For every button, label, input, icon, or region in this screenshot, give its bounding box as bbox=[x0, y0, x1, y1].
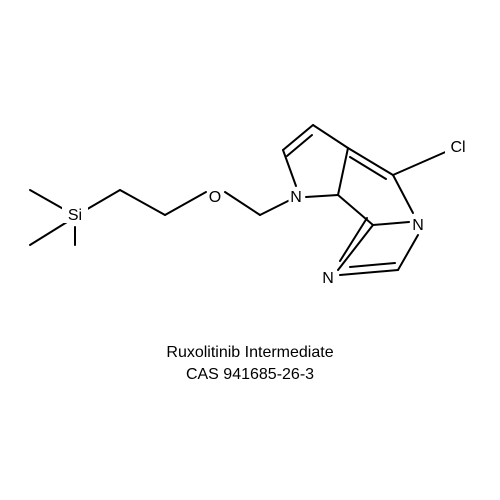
molecule-card: Si O N N N Cl Ruxolitinib Intermediate CAS 94… bbox=[0, 0, 500, 500]
svg-text:Si: Si bbox=[68, 207, 82, 224]
svg-text:Cl: Cl bbox=[450, 139, 465, 156]
cas-number: CAS 941685-26-3 bbox=[0, 366, 500, 384]
svg-text:N: N bbox=[412, 217, 424, 234]
compound-name: Ruxolitinib Intermediate bbox=[0, 344, 500, 362]
svg-text:N: N bbox=[290, 189, 302, 206]
caption-block: Ruxolitinib Intermediate CAS 941685-26-3 bbox=[0, 340, 500, 388]
svg-text:N: N bbox=[322, 270, 334, 287]
svg-text:O: O bbox=[209, 189, 221, 206]
structure-diagram: Si O N N N Cl bbox=[0, 0, 500, 500]
